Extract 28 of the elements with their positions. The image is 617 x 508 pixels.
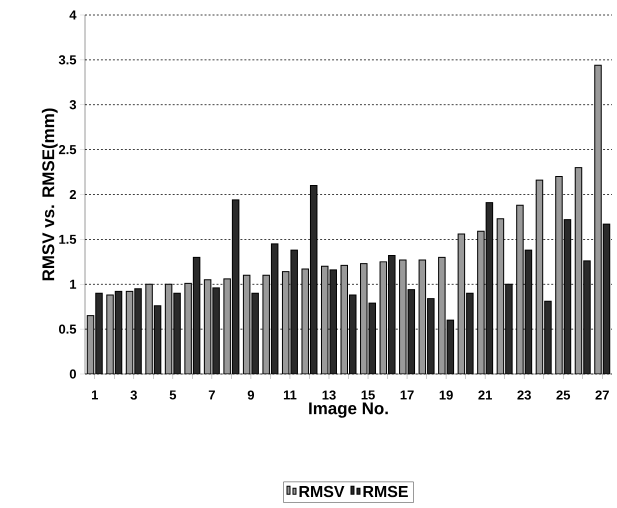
bar bbox=[594, 64, 602, 374]
x-tick-label: 7 bbox=[208, 390, 215, 400]
y-tick-label: 3.5 bbox=[58, 55, 76, 64]
x-axis-title: Image No. bbox=[309, 402, 388, 418]
x-tick-label: 11 bbox=[284, 390, 296, 400]
y-tick-label: 2 bbox=[70, 190, 76, 200]
y-tick-label: 1.5 bbox=[59, 234, 76, 244]
x-tick-label: 5 bbox=[170, 390, 176, 400]
y-tick-label: 1 bbox=[70, 280, 76, 289]
y-tick-label: 0 bbox=[70, 369, 76, 379]
x-tick-label: 13 bbox=[322, 390, 336, 400]
legend-label: RMSV bbox=[300, 486, 344, 498]
x-tick-label: 19 bbox=[440, 390, 453, 400]
x-tick-label: 15 bbox=[362, 390, 375, 400]
x-tick-label: 17 bbox=[400, 390, 414, 400]
x-tick-label: 3 bbox=[130, 390, 137, 400]
y-tick-label: 0.5 bbox=[59, 324, 76, 334]
y-tick-label: 3 bbox=[70, 100, 76, 110]
x-tick-label: 23 bbox=[517, 390, 531, 400]
x-tick-label: 27 bbox=[595, 390, 609, 400]
y-tick-label: 2.5 bbox=[58, 145, 76, 154]
x-tick-label: 21 bbox=[478, 390, 492, 400]
y-tick-label: 4 bbox=[70, 10, 76, 20]
x-tick-label: 25 bbox=[556, 390, 570, 400]
x-tick-label: 1 bbox=[92, 390, 98, 400]
legend-label: RMSE bbox=[364, 486, 408, 498]
x-tick-label: 9 bbox=[248, 390, 254, 400]
y-axis-title: RMSV vs. RMSE(mm) bbox=[42, 108, 58, 280]
